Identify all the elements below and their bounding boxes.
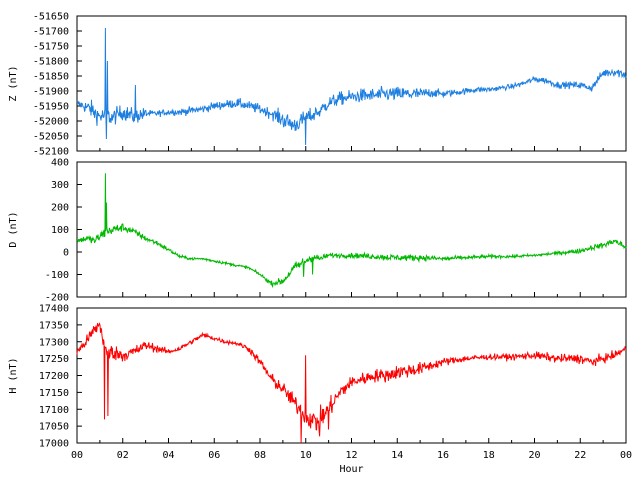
z-panel-ytick-label: -51700 — [33, 27, 69, 38]
h-panel-series-line — [77, 323, 626, 443]
h-panel-ytick-label: 17300 — [39, 337, 69, 348]
x-tick-label: 00 — [71, 450, 83, 461]
x-tick-label: 08 — [254, 450, 266, 461]
h-panel-ytick-label: 17200 — [39, 371, 69, 382]
z-panel-ytick-label: -51750 — [33, 42, 69, 53]
x-tick-label: 14 — [391, 450, 403, 461]
d-panel-frame — [77, 162, 626, 297]
d-panel-ytick-label: 0 — [63, 248, 69, 259]
z-panel-ytick-label: -51650 — [33, 12, 69, 23]
d-panel-ylabel: D (nT) — [8, 211, 19, 247]
z-panel-ytick-label: -51950 — [33, 102, 69, 113]
x-tick-label: 10 — [300, 450, 312, 461]
x-tick-label: 00 — [620, 450, 632, 461]
z-panel-ytick-label: -51800 — [33, 57, 69, 68]
d-panel-ytick-label: -100 — [45, 270, 69, 281]
d-panel-ytick-label: -200 — [45, 293, 69, 304]
x-tick-label: 06 — [208, 450, 220, 461]
x-tick-label: 22 — [574, 450, 586, 461]
z-panel-ytick-label: -52000 — [33, 117, 69, 128]
h-panel-ytick-label: 17050 — [39, 422, 69, 433]
x-tick-label: 02 — [117, 450, 129, 461]
d-panel-ytick-label: 300 — [51, 180, 69, 191]
z-panel-ylabel: Z (nT) — [8, 65, 19, 101]
x-tick-label: 04 — [162, 450, 174, 461]
z-panel-ytick-label: -52100 — [33, 147, 69, 158]
h-panel-ytick-label: 17250 — [39, 354, 69, 365]
x-tick-label: 18 — [483, 450, 495, 461]
h-panel-ytick-label: 17000 — [39, 439, 69, 450]
z-panel-ytick-label: -51900 — [33, 87, 69, 98]
z-panel-ytick-label: -52050 — [33, 132, 69, 143]
x-tick-label: 16 — [437, 450, 449, 461]
z-panel-frame — [77, 16, 626, 151]
h-panel-ytick-label: 17150 — [39, 388, 69, 399]
x-axis-title: Hour — [339, 464, 363, 475]
x-tick-label: 12 — [345, 450, 357, 461]
z-panel-series-line — [77, 28, 626, 145]
h-panel-ytick-label: 17400 — [39, 304, 69, 315]
h-panel-ytick-label: 17350 — [39, 320, 69, 331]
d-panel-ytick-label: 100 — [51, 225, 69, 236]
h-panel-frame — [77, 308, 626, 443]
d-panel-ytick-label: 200 — [51, 203, 69, 214]
x-tick-label: 20 — [528, 450, 540, 461]
h-panel-ylabel: H (nT) — [8, 357, 19, 393]
d-panel-ytick-label: 400 — [51, 158, 69, 169]
z-panel-ytick-label: -51850 — [33, 72, 69, 83]
d-panel-series-line — [77, 173, 626, 286]
h-panel-ytick-label: 17100 — [39, 405, 69, 416]
